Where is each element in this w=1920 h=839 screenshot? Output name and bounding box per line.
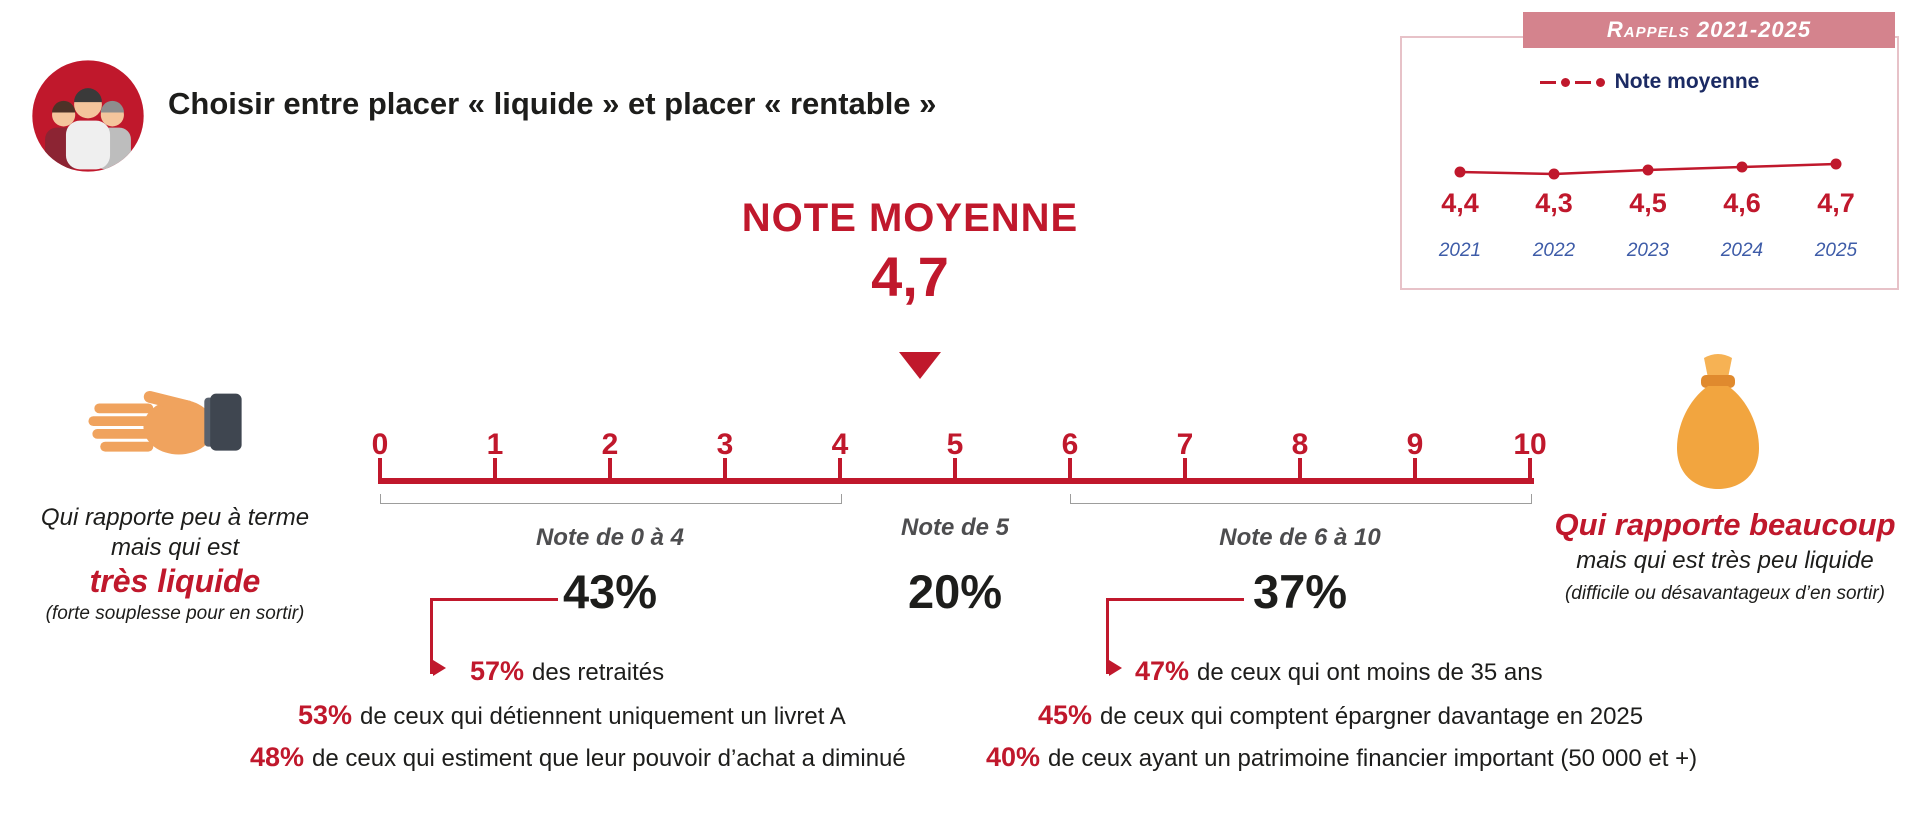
left-description-highlight: très liquide (89, 563, 261, 599)
scale-tick (1528, 458, 1532, 480)
scale-tick (1068, 458, 1072, 480)
line-dot-marker (1595, 77, 1605, 87)
line-dot-marker (1539, 80, 1556, 84)
bracket-right (1070, 494, 1532, 504)
right-description-text: mais qui est très peu liquide (1576, 547, 1874, 575)
scale-tick (953, 458, 957, 480)
scale-tick (723, 458, 727, 480)
segment-label: Note de 6 à 10 (1219, 524, 1381, 551)
connector-line (1106, 598, 1109, 674)
right-description-highlight: Qui rapporte beaucoup (1554, 507, 1896, 542)
segment-percent: 20% (907, 565, 1003, 618)
open-hand-icon (88, 374, 246, 482)
arrow-right-icon (433, 660, 446, 676)
left-description-note: (forte souplesse pour en sortir) (45, 602, 305, 624)
recall-value: 4,7 (1817, 188, 1855, 218)
segment-label: Note de 5 (900, 514, 1010, 541)
breakdown-item: 45% de ceux qui comptent épargner davanta… (1038, 700, 1643, 731)
recall-year: 2024 (1720, 240, 1764, 261)
line-dot-marker (1560, 77, 1570, 87)
scale-tick (1413, 458, 1417, 480)
left-description: Qui rapporte peu à terme mais qui est tr… (8, 503, 342, 625)
scale-tick (838, 458, 842, 480)
scale-tick (608, 458, 612, 480)
money-bag-icon (1668, 348, 1768, 493)
breakdown-text: de ceux qui comptent épargner davantage … (1100, 703, 1644, 730)
recall-value: 4,3 (1535, 188, 1573, 218)
scale-tick (493, 458, 497, 480)
breakdown-text: de ceux qui ont moins de 35 ans (1197, 659, 1543, 686)
breakdown-percent: 45% (1038, 700, 1093, 730)
scale-tick-label: 6 (1061, 428, 1079, 461)
scale-tick-label: 2 (601, 428, 619, 461)
scale-tick-label: 1 (486, 428, 504, 461)
scale-tick-label: 4 (831, 428, 849, 461)
recall-legend: Note moyenne (1402, 70, 1897, 94)
bracket-left (380, 494, 842, 504)
segment-percent: 37% (1252, 565, 1348, 618)
recall-value: 4,4 (1441, 188, 1479, 218)
connector-line (430, 598, 558, 601)
breakdown-item: 57% des retraités (470, 656, 664, 687)
connector-line (430, 598, 433, 674)
scale-tick-label: 5 (946, 428, 964, 461)
average-value: 4,7 (871, 245, 949, 308)
scale-tick-label: 9 (1406, 428, 1424, 461)
recall-year: 2022 (1532, 240, 1576, 261)
recall-line-chart (1454, 158, 1842, 180)
scale-bar (378, 478, 1534, 484)
breakdown-text: des retraités (532, 659, 665, 686)
breakdown-percent: 53% (298, 700, 353, 730)
breakdown-text: de ceux qui estiment que leur pouvoir d’… (312, 745, 906, 772)
recall-year: 2021 (1438, 240, 1482, 261)
breakdown-item: 47% de ceux qui ont moins de 35 ans (1135, 656, 1543, 687)
breakdown-item: 40% de ceux ayant un patrimoine financier… (986, 742, 1697, 773)
page-title: Choisir entre placer « liquide » et plac… (168, 86, 937, 121)
recall-value: 4,5 (1629, 188, 1667, 218)
line-dot-marker (1574, 80, 1591, 84)
scale-tick (1183, 458, 1187, 480)
arrow-right-icon (1109, 660, 1122, 676)
recall-value: 4,6 (1723, 188, 1761, 218)
recall-year: 2025 (1814, 240, 1858, 261)
recall-box-title: Rappels 2021-2025 (1523, 12, 1895, 48)
breakdown-percent: 47% (1135, 656, 1190, 686)
breakdown-item: 48% de ceux qui estiment que leur pouvoir… (250, 742, 906, 773)
scale-tick (378, 458, 382, 480)
breakdown-percent: 40% (986, 742, 1041, 772)
recall-box: Note moyenne 4,4 4,3 4,5 4,6 4,7 2021 20… (1400, 36, 1899, 290)
triangle-down-icon (899, 352, 941, 379)
scale-tick-label: 7 (1176, 428, 1194, 461)
right-description-note: (difficile ou désavantageux d’en sortir) (1564, 583, 1885, 605)
people-group-icon (30, 58, 146, 174)
segment-label: Note de 0 à 4 (535, 524, 685, 551)
scale-tick-label: 10 (1513, 428, 1547, 461)
average-label: NOTE MOYENNE (741, 196, 1079, 240)
breakdown-text: de ceux qui détiennent uniquement un liv… (360, 703, 846, 730)
connector-line (1106, 598, 1244, 601)
segment-percent: 43% (562, 565, 658, 618)
left-description-line: mais qui est (110, 534, 240, 561)
right-description: Qui rapporte beaucoup mais qui est très … (1550, 505, 1900, 608)
scale-tick-label: 3 (716, 428, 734, 461)
scale-tick-label: 0 (371, 428, 389, 461)
left-description-line: Qui rapporte peu à terme (40, 504, 310, 531)
scale-tick-label: 8 (1291, 428, 1309, 461)
legend-label: Note moyenne (1614, 70, 1760, 93)
breakdown-text: de ceux ayant un patrimoine financier im… (1048, 745, 1698, 772)
recall-year: 2023 (1626, 240, 1670, 261)
scale-tick (1298, 458, 1302, 480)
breakdown-item: 53% de ceux qui détiennent uniquement un … (298, 700, 846, 731)
breakdown-percent: 48% (250, 742, 305, 772)
breakdown-percent: 57% (470, 656, 525, 686)
